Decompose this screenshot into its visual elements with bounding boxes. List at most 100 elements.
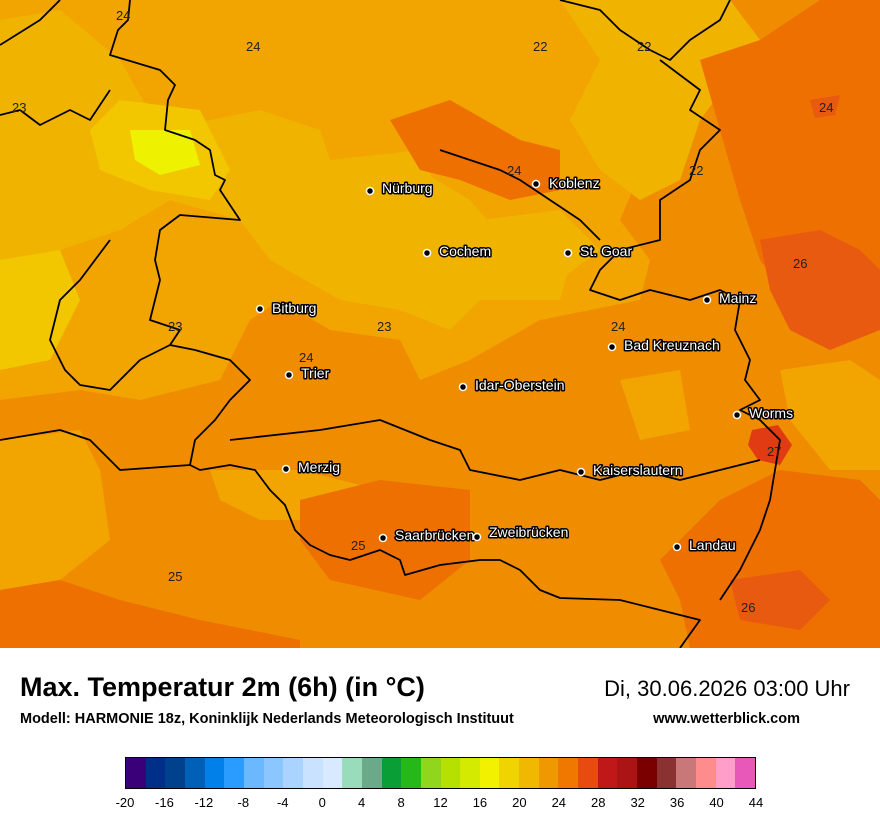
legend-tick-label: 36: [669, 795, 685, 810]
zone-23-rhine: [620, 370, 690, 440]
isoline-label: 24: [507, 163, 521, 178]
city-label: Worms: [749, 405, 793, 421]
legend-color-cell: [656, 758, 677, 788]
forecast-datetime: Di, 30.06.2026 03:00 Uhr: [604, 676, 850, 701]
city-label: Merzig: [298, 459, 340, 475]
isoline-label: 24: [246, 39, 260, 54]
city-label: Trier: [301, 365, 330, 381]
legend-tick-label: 28: [591, 795, 606, 810]
isoline-label: 23: [12, 100, 26, 115]
city-dot: [365, 186, 375, 196]
country-borders: [0, 0, 781, 648]
legend-tick-label: -20: [115, 795, 135, 810]
city-dot: [576, 467, 586, 477]
city-dot: [281, 464, 291, 474]
city-label: St. Goar: [580, 243, 632, 259]
city-label: Bitburg: [272, 300, 316, 316]
isoline-label: 27: [767, 444, 781, 459]
city-dot: [255, 304, 265, 314]
legend-tick-label: 40: [709, 795, 724, 810]
isoline-label: 22: [533, 39, 547, 54]
legend-color-cell: [558, 758, 579, 788]
zone-23-southwest: [0, 430, 110, 590]
zone-27-worms: [748, 425, 792, 465]
zone-25-koblenz: [390, 100, 560, 200]
isoline-label: 23: [168, 319, 182, 334]
isoline-label: 26: [793, 256, 807, 271]
legend-color-cell: [597, 758, 618, 788]
legend-color-cell: [401, 758, 421, 788]
isoline-label: 24: [611, 319, 625, 334]
model-info: Modell: HARMONIE 18z, Koninklijk Nederla…: [20, 711, 514, 727]
zone-26-mainz: [760, 230, 880, 350]
city-dot: [472, 532, 482, 542]
isoline-label: 23: [377, 319, 391, 334]
city-label: Idar-Oberstein: [475, 377, 564, 393]
zone-25-south: [0, 580, 300, 648]
legend-tick-label: 24: [551, 795, 567, 810]
zone-26-north: [810, 95, 840, 118]
zone-19-north: [130, 130, 200, 175]
legend-tick-label: -8: [237, 795, 250, 810]
legend-color-cell: [342, 758, 362, 788]
city-dot: [458, 382, 468, 392]
isoline-label: 24: [299, 350, 313, 365]
legend-color-cell: [381, 758, 402, 788]
isoline-label: 24: [116, 8, 130, 23]
city-dot: [378, 533, 388, 543]
isoline-label: 25: [168, 569, 182, 584]
city-label: Zweibrücken: [489, 524, 568, 540]
legend-color-cell: [283, 758, 303, 788]
city-dot: [531, 179, 541, 189]
city-dot: [563, 248, 573, 258]
isoline-label: 24: [819, 100, 833, 115]
city-dot: [672, 542, 682, 552]
legend-color-cell: [165, 758, 185, 788]
legend-tick-label: -16: [155, 795, 174, 810]
legend-color-cell: [126, 758, 146, 788]
legend-color-cell: [361, 758, 382, 788]
legend-tick-label: -4: [276, 795, 289, 810]
zone-22-north: [560, 0, 760, 200]
legend-tick-label: 16: [472, 795, 488, 810]
city-dot: [702, 295, 712, 305]
city-dot: [422, 248, 432, 258]
website-url: www.wetterblick.com: [653, 711, 800, 727]
city-label: Bad Kreuznach: [624, 337, 720, 353]
legend-color-cell: [145, 758, 166, 788]
temperature-map: 24 24 22 22 23 24 24 22 26 23 23 24 24 2…: [0, 0, 880, 648]
zone-23-east: [780, 360, 880, 470]
isoline-label: 22: [689, 163, 703, 178]
legend-ticks: -20 -16 -12 -8 -4 0 4 8 12 16 20 24 28 32 36 40 44: [0, 795, 880, 815]
legend-color-cell: [519, 758, 539, 788]
legend-tick-label: 32: [630, 795, 645, 810]
city-label: Cochem: [439, 243, 491, 259]
legend-color-cell: [224, 758, 244, 788]
legend-color-cell: [204, 758, 225, 788]
zone-22-hunsrueck: [480, 210, 600, 280]
city-label: Koblenz: [549, 175, 600, 191]
legend-color-cell: [578, 758, 598, 788]
city-label: Mainz: [719, 290, 756, 306]
legend-tick-label: 20: [512, 795, 527, 810]
legend-color-cell: [538, 758, 559, 788]
isoline-label: 25: [351, 538, 365, 553]
zone-22-central: [330, 150, 450, 250]
legend-color-cell: [184, 758, 205, 788]
legend-tick-label: 12: [433, 795, 448, 810]
city-label: Saarbrücken: [395, 527, 474, 543]
legend-color-cell: [637, 758, 657, 788]
legend-color-cell: [735, 758, 755, 788]
legend-color-cell: [676, 758, 697, 788]
isoline-label: 22: [637, 39, 651, 54]
zone-26-south: [730, 570, 830, 630]
city-markers: Nürburg Koblenz Cochem St. Goar Bitburg …: [255, 174, 795, 555]
legend-color-cell: [420, 758, 441, 788]
legend-color-cell: [696, 758, 716, 788]
zone-20-west: [0, 250, 80, 370]
city-label: Nürburg: [382, 180, 433, 196]
city-dot: [607, 342, 617, 352]
legend-color-cell: [617, 758, 638, 788]
isoline-label: 26: [741, 600, 755, 615]
legend-tick-label: 8: [397, 795, 405, 810]
